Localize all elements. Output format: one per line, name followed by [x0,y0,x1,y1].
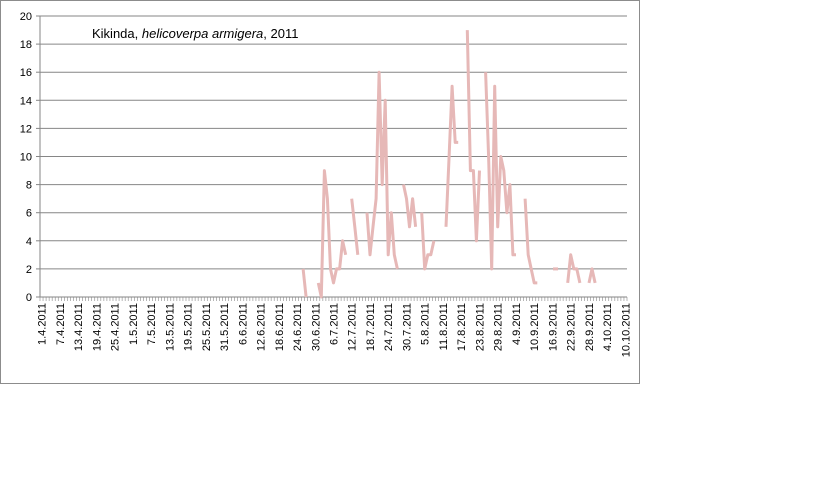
y-tick-label: 14 [20,95,32,107]
x-tick-label: 6.7.2011 [329,303,341,345]
x-tick-label: 16.9.2011 [547,303,559,351]
x-tick-label: 13.5.2011 [164,303,176,351]
x-tick-label: 7.4.2011 [55,303,67,345]
series-line-segment [365,70,399,270]
y-tick-label: 20 [20,11,32,23]
chart-title-part: , 2011 [263,26,298,41]
x-tick-label: 1.4.2011 [37,303,49,345]
x-tick-label: 18.7.2011 [365,303,377,351]
x-tick-label: 25.5.2011 [201,303,213,351]
x-tick-label: 11.8.2011 [438,303,450,350]
chart-title-part: helicoverpa armigera [142,26,263,41]
y-tick-label: 16 [20,67,32,79]
y-tick-label: 4 [26,236,32,248]
series-line-segment [420,212,436,271]
chart-title: Kikinda, helicoverpa armigera, 2011 [92,26,298,41]
series-line-segment [523,198,538,285]
y-tick-label: 0 [26,292,32,304]
y-tick-label: 12 [20,123,32,135]
series-line-segment [301,268,308,298]
x-tick-label: 17.8.2011 [456,303,468,351]
series-line-segment [566,253,582,284]
x-tick-label: 25.4.2011 [110,303,122,351]
x-tick-label: 19.5.2011 [183,303,195,351]
x-tick-label: 19.4.2011 [91,303,103,351]
y-tick-label: 10 [20,152,32,164]
x-tick-label: 7.5.2011 [146,303,158,345]
x-tick-label: 29.8.2011 [493,303,505,351]
series-line-segment [350,198,360,255]
x-tick-label: 10.10.2011 [620,303,632,357]
x-tick-label: 24.7.2011 [383,303,395,351]
series-line-segment [587,267,597,284]
x-tick-label: 4.9.2011 [511,303,523,345]
x-tick-label: 10.9.2011 [529,303,541,351]
series-line-segment [402,184,418,229]
x-tick-label: 30.7.2011 [401,303,413,351]
series-line-segment [316,169,348,299]
chart-title-part: Kikinda, [92,26,142,41]
x-tick-label: 12.7.2011 [347,303,359,351]
x-tick-label: 13.4.2011 [73,303,85,351]
x-tick-label: 4.10.2011 [602,303,614,351]
x-tick-label: 1.5.2011 [128,303,140,345]
x-tick-label: 6.6.2011 [237,303,249,345]
x-tick-label: 22.9.2011 [566,303,578,351]
x-tick-label: 18.6.2011 [274,303,286,351]
series-line-segment [465,30,481,243]
x-tick-label: 23.8.2011 [474,303,486,351]
x-tick-label: 28.9.2011 [584,303,596,351]
x-tick-label: 24.6.2011 [292,303,304,351]
x-tick-label: 12.6.2011 [256,303,268,351]
series-line-segment [484,72,516,271]
x-tick-label: 30.6.2011 [310,303,322,351]
x-tick-label: 31.5.2011 [219,303,231,351]
series-line-segment [444,84,459,227]
chart-area [0,0,640,384]
y-tick-label: 2 [26,264,32,276]
x-tick-label: 5.8.2011 [420,303,432,345]
y-tick-label: 8 [26,180,32,192]
y-tick-label: 18 [20,39,32,51]
y-tick-label: 6 [26,208,32,220]
